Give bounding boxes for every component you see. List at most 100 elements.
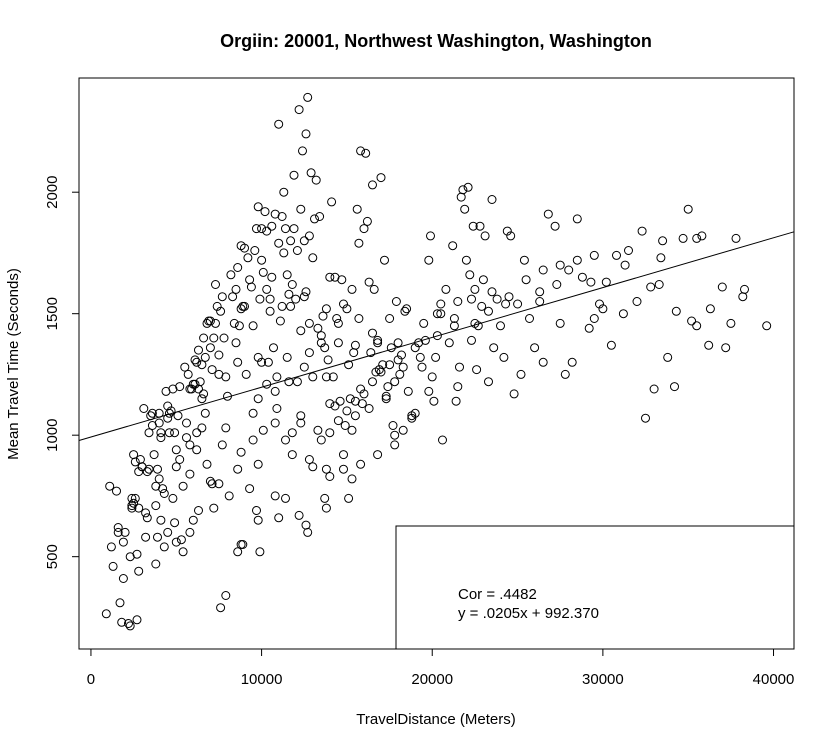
data-point — [456, 192, 466, 202]
data-point — [112, 486, 121, 496]
data-point — [671, 306, 681, 316]
data-point — [373, 338, 383, 348]
data-point — [463, 182, 473, 192]
data-point — [513, 299, 523, 309]
data-point — [134, 566, 144, 576]
data-point — [589, 314, 599, 323]
data-point — [325, 399, 335, 409]
data-point — [448, 241, 458, 251]
data-point — [156, 433, 166, 443]
data-point — [178, 547, 188, 557]
data-point — [555, 260, 565, 270]
data-point — [214, 350, 224, 360]
data-point — [159, 489, 169, 498]
data-point — [175, 382, 185, 392]
data-point — [190, 355, 200, 365]
data-point — [272, 372, 282, 382]
annotation-box — [395, 525, 795, 650]
data-point — [246, 282, 256, 292]
data-point — [135, 455, 145, 464]
data-point — [313, 323, 323, 333]
data-point — [313, 425, 323, 435]
data-point — [209, 503, 219, 513]
data-point — [241, 369, 251, 379]
data-point — [683, 204, 693, 214]
data-point — [347, 474, 357, 484]
data-point — [376, 367, 386, 377]
data-point — [253, 352, 263, 362]
data-point — [156, 515, 166, 525]
data-point — [509, 389, 519, 399]
data-point — [263, 357, 273, 367]
data-point — [364, 277, 374, 287]
data-point — [332, 314, 342, 323]
data-point — [127, 493, 137, 503]
data-point — [410, 343, 420, 353]
data-point — [339, 450, 348, 460]
data-point — [762, 321, 772, 331]
data-point — [166, 406, 176, 416]
data-point — [182, 433, 191, 443]
data-point — [424, 255, 434, 265]
data-point — [217, 440, 227, 450]
data-point — [393, 338, 403, 348]
data-point — [356, 384, 366, 394]
data-point — [402, 304, 412, 314]
data-point — [586, 277, 596, 287]
data-point — [328, 372, 338, 382]
data-point — [299, 292, 309, 302]
data-point — [624, 246, 633, 255]
data-point — [347, 284, 357, 294]
data-point — [253, 459, 263, 469]
data-point — [572, 255, 582, 265]
data-point — [282, 352, 292, 362]
data-point — [286, 236, 296, 246]
data-point — [589, 250, 599, 260]
data-point — [296, 418, 306, 428]
data-point — [197, 423, 207, 433]
data-point — [395, 369, 405, 379]
data-point — [342, 304, 352, 314]
data-point — [279, 248, 289, 258]
data-point — [415, 352, 425, 362]
data-point — [257, 224, 267, 234]
data-point — [197, 394, 207, 404]
data-point — [141, 508, 151, 518]
regression-equation-annotation: y = .0205x + 992.370 — [458, 605, 599, 622]
data-point — [449, 314, 459, 323]
data-point — [350, 396, 360, 406]
data-point — [308, 462, 318, 472]
data-point — [287, 280, 297, 289]
data-point — [233, 263, 243, 272]
data-point — [252, 224, 261, 234]
data-point — [214, 479, 224, 489]
data-point — [383, 382, 393, 392]
data-point — [207, 479, 217, 489]
data-point — [205, 476, 215, 486]
data-point — [620, 260, 630, 270]
data-point — [400, 306, 410, 316]
data-point — [240, 301, 249, 311]
data-point — [320, 493, 330, 503]
data-point — [381, 391, 391, 401]
data-point — [211, 318, 220, 328]
data-point — [248, 408, 258, 418]
data-point — [368, 377, 377, 387]
data-point — [467, 335, 476, 345]
data-point — [234, 321, 244, 331]
data-point — [299, 236, 309, 246]
data-point — [194, 506, 203, 515]
data-point — [356, 146, 366, 156]
data-point — [398, 425, 408, 435]
data-point — [380, 255, 389, 265]
data-point — [325, 472, 335, 481]
data-point — [113, 523, 123, 532]
data-point — [272, 404, 282, 413]
data-point — [144, 428, 154, 438]
data-point — [552, 280, 562, 289]
data-point — [350, 411, 360, 421]
data-point — [403, 386, 413, 396]
data-point — [468, 221, 478, 231]
data-point — [432, 331, 442, 341]
data-point — [134, 503, 144, 513]
